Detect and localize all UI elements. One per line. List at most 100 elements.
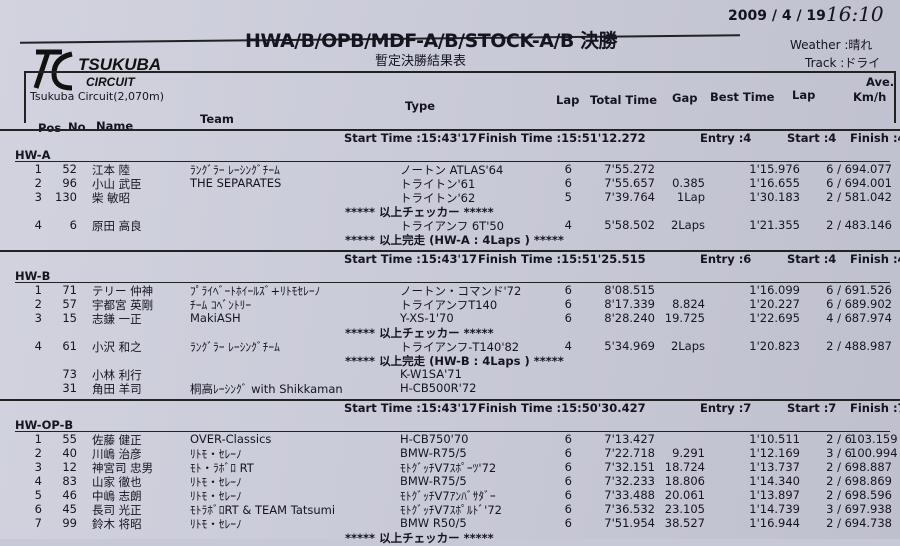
cell-best: 1'16.944: [749, 516, 800, 530]
cell-best: 1'13.737: [749, 460, 800, 474]
cell-ave: 87.974: [851, 311, 892, 325]
cell-ave: 94.738: [851, 516, 892, 530]
cell-pos: 3: [34, 311, 42, 325]
cell-team: ﾘﾄﾓ・ｾﾚｰﾉ: [190, 489, 242, 503]
cell-blap: 2 / 6: [826, 432, 852, 446]
cell-no: 15: [62, 311, 77, 325]
cell-pos: 6: [34, 502, 42, 516]
cell-name: テリー 仲神: [92, 284, 154, 298]
cell-ave: 100.994: [850, 446, 898, 460]
status-note: ***** 以上チェッカー *****: [0, 530, 900, 545]
entry-info: Entry :7: [700, 401, 752, 415]
cell-pos: 1: [34, 283, 42, 297]
cell-best: 1'20.227: [749, 297, 800, 311]
cell-pos: 1: [34, 432, 42, 446]
cell-best: 1'16.099: [749, 283, 800, 297]
finish-info: Finish Time :15:50'30.427: [478, 401, 646, 415]
cell-pos: 3: [34, 190, 42, 204]
finish-info: Finish Time :15:51'25.515: [478, 252, 646, 266]
table-row: 73 小林 利行 K-W1SA'71: [0, 367, 900, 382]
cell-name: 鈴木 将昭: [92, 517, 142, 531]
status-note: ***** 以上完走 (HW-A : 4Laps ) *****: [0, 232, 900, 247]
cell-no: 52: [62, 162, 77, 176]
cell-total: 7'36.532: [604, 502, 655, 516]
cell-name: 長司 光正: [92, 503, 142, 517]
table-row: 2 40 川嶋 治彦 ﾘﾄﾓ・ｾﾚｰﾉ BMW-R75/5 6 7'22.718 9.291 1…: [0, 446, 900, 461]
cell-type: BMW R50/5: [400, 516, 467, 530]
cell-ave: 97.938: [851, 502, 892, 516]
started-info: Start :7: [787, 401, 837, 415]
cell-ave: 94.077: [851, 162, 892, 176]
start-info: Start Time :15:43'17: [344, 252, 478, 266]
table-row: 5 46 中嶋 志朗 ﾘﾄﾓ・ｾﾚｰﾉ ﾓﾄｸﾞｯﾁV7ｱﾝﾊﾞｻﾀﾞｰ 6 7'33.48…: [0, 488, 900, 503]
col-best-time: Best Time: [710, 90, 775, 104]
handwritten-time: 16:10: [826, 2, 884, 26]
cell-lap: 4: [564, 218, 572, 232]
cell-pos: 4: [34, 339, 42, 353]
cell-type: ﾓﾄｸﾞｯﾁV7ｽﾎﾟｰﾂ'72: [400, 461, 497, 475]
cell-team: ﾘﾄﾓ・ｾﾚｰﾉ: [190, 475, 242, 489]
col-team: Team: [200, 112, 234, 126]
col-ave-unit: Km/h: [853, 90, 887, 104]
cell-ave: 89.902: [851, 297, 892, 311]
cell-total: 7'51.954: [604, 516, 655, 530]
cell-blap: 2 / 6: [826, 460, 852, 474]
cell-gap: 8.824: [672, 297, 705, 311]
race-section: Start Time :15:43'17 Finish Time :15:51'1…: [0, 129, 900, 247]
cell-no: 40: [62, 446, 77, 460]
cell-no: 45: [62, 502, 77, 516]
section-header: Start Time :15:43'17 Finish Time :15:51'2…: [0, 250, 900, 269]
cell-best: 1'22.695: [749, 311, 800, 325]
cell-type: トライアンフ-T140'82: [400, 340, 520, 354]
cell-best: 1'12.169: [749, 446, 800, 460]
table-row: 1 52 江本 陸 ﾗﾝｸﾞﾗｰ ﾚｰｼﾝｸﾞﾁｰﾑ ノートン ATLAS'64 6 7'5…: [0, 162, 900, 177]
entry-info: Entry :4: [700, 131, 752, 145]
table-row: 6 45 長司 光正 ﾓﾄﾗﾎﾞﾛRT & TEAM Tatsumi ﾓﾄｸﾞｯﾁV7ｽ…: [0, 502, 900, 517]
cell-name: 志鎌 一正: [92, 312, 142, 326]
table-row: 2 57 宇都宮 英剛 ﾁｰﾑ ｺﾍﾞﾝﾄﾘｰ トライアンフT140 6 8'17.339 8…: [0, 297, 900, 312]
svg-text:TSUKUBA: TSUKUBA: [78, 55, 161, 74]
note-text: ***** 以上完走 (HW-A : 4Laps ) *****: [345, 233, 564, 247]
cell-team: ﾘﾄﾓ・ｾﾚｰﾉ: [190, 517, 242, 531]
results-table: Start Time :15:43'17 Finish Time :15:51'1…: [0, 123, 900, 545]
cell-blap: 2 / 4: [826, 339, 852, 353]
cell-team: MakiASH: [190, 311, 241, 325]
cell-no: 130: [55, 190, 77, 204]
status-note: ***** 以上チェッカー *****: [0, 325, 900, 340]
cell-no: 61: [62, 339, 77, 353]
finish-info: Finish Time :15:51'12.272: [478, 131, 646, 145]
table-row: 4 6 原田 高良 トライアンフ 6T'50 4 5'58.502 2Laps 1'21.35…: [0, 218, 900, 233]
cell-name: 佐藤 健正: [92, 433, 142, 447]
col-pos: Pos: [38, 121, 62, 135]
cell-best: 1'16.655: [749, 176, 800, 190]
cell-gap: 1Lap: [676, 190, 705, 204]
cell-type: ノートン・コマンド'72: [400, 284, 522, 298]
table-row: 4 83 山家 徹也 ﾘﾄﾓ・ｾﾚｰﾉ BMW-R75/5 6 7'32.233 18.806…: [0, 474, 900, 489]
svg-text:CIRCUIT: CIRCUIT: [86, 75, 136, 89]
note-text: ***** 以上完走 (HW-B : 4Laps ) *****: [345, 354, 564, 368]
cell-lap: 6: [564, 446, 572, 460]
cell-type: トライアンフ 6T'50: [400, 219, 504, 233]
cell-total: 5'58.502: [604, 218, 655, 232]
cell-best: 1'14.739: [749, 502, 800, 516]
cell-blap: 6 / 6: [826, 283, 852, 297]
cell-total: 5'34.969: [604, 339, 655, 353]
cell-type: K-W1SA'71: [400, 367, 462, 381]
cell-blap: 2 / 6: [826, 474, 852, 488]
cell-no: 55: [62, 432, 77, 446]
table-row: 2 96 小山 武臣 THE SEPARATES トライトン'61 6 7'55.657 0.…: [0, 176, 900, 191]
cell-ave: 98.887: [851, 460, 892, 474]
table-row: 3 130 柴 敏昭 トライトン'62 5 7'39.764 1Lap 1'30.183 2 /…: [0, 190, 900, 205]
cell-lap: 6: [564, 460, 572, 474]
cell-lap: 6: [564, 432, 572, 446]
cell-team: ﾓﾄﾗﾎﾞﾛRT & TEAM Tatsumi: [190, 503, 336, 517]
cell-name: 小林 利行: [92, 368, 142, 382]
circuit-name: Tsukuba Circuit(2,070m): [30, 90, 165, 103]
cell-team: ﾗﾝｸﾞﾗｰ ﾚｰｼﾝｸﾞﾁｰﾑ: [190, 163, 280, 177]
table-row: 31 角田 羊司 桐高ﾚｰｼﾝｸﾞ with Shikkaman H-CB500R'7…: [0, 381, 900, 396]
start-info: Start Time :15:43'17: [344, 131, 478, 145]
cell-name: 宇都宮 英剛: [92, 298, 154, 312]
table-row: 3 15 志鎌 一正 MakiASH Y-XS-1'70 6 8'28.240 19.725 1…: [0, 311, 900, 326]
track-condition: Track :ドライ: [805, 56, 881, 70]
